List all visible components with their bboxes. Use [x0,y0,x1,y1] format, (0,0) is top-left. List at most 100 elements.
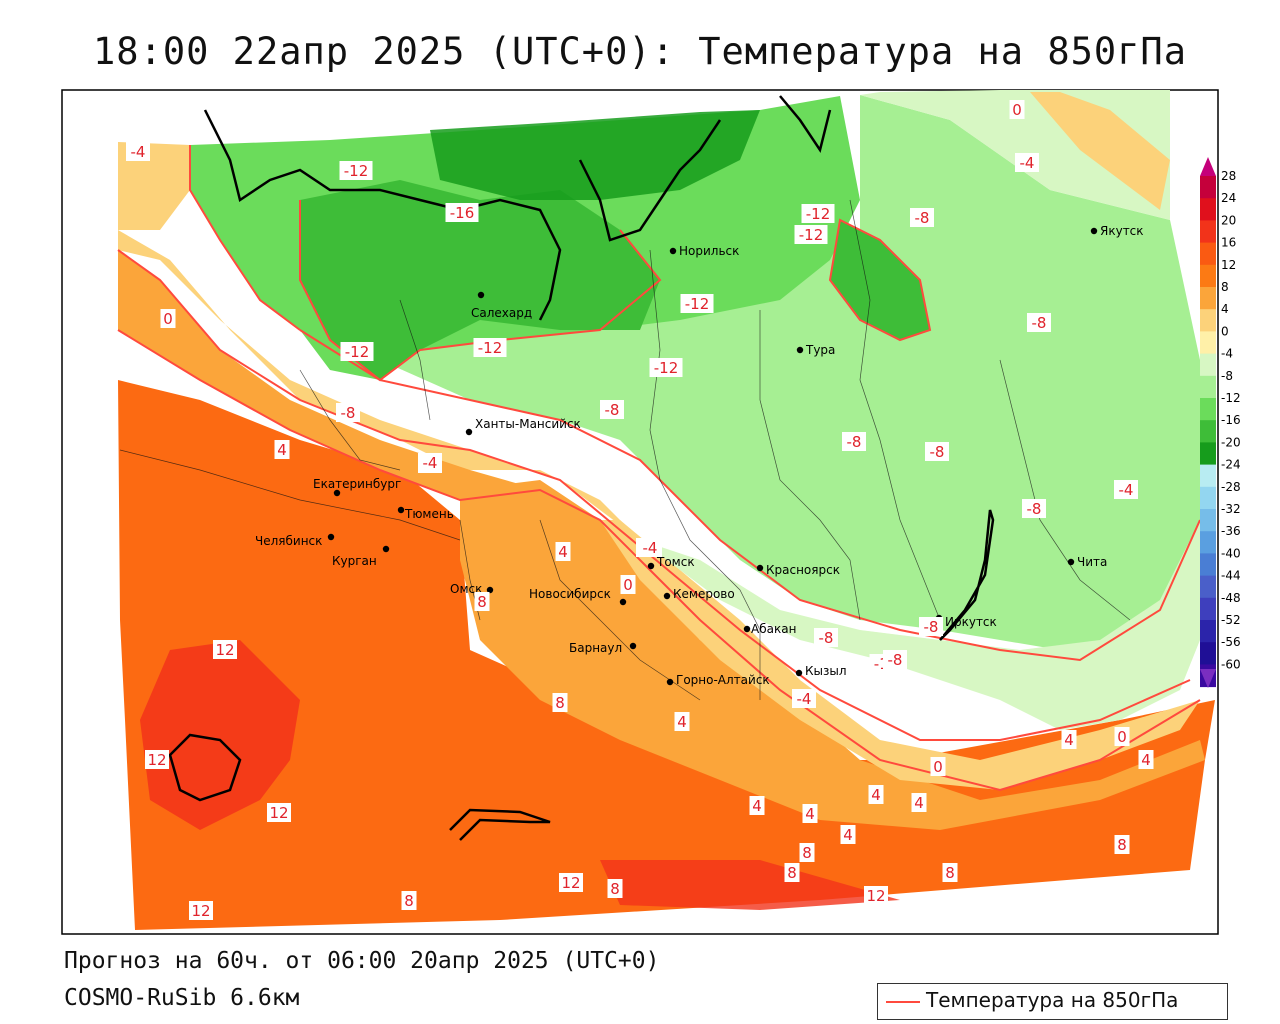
isotherm-label: -4 [1020,154,1035,172]
colorbar-label: -20 [1221,435,1241,449]
isotherm-label: 0 [163,310,173,328]
city-label: Курган [332,554,377,568]
isotherm-label-bg [930,757,946,776]
isotherm-label: 8 [404,892,414,910]
colorbar-cell [1200,176,1216,199]
isotherm-label-bg [814,628,838,647]
colorbar-label: 12 [1221,258,1236,272]
isotherm-label-bg [868,785,884,804]
colorbar-cell [1200,464,1216,488]
isotherm-label-bg [274,440,290,459]
colorbar-cell [1200,375,1216,399]
colorbar: 28 24 20 16 12 8 4 0 -4 -8 -12 -16 -20 -24 -28 -32 -36 -4… [1200,157,1241,688]
isotherm-label: -8 [924,618,939,636]
isotherm-label: 0 [623,576,633,594]
colorbar-cell [1200,198,1216,221]
city-marker [1090,227,1098,235]
city-label: Якутск [1100,224,1144,238]
isotherm-label: 8 [555,694,565,712]
colorbar-cell [1200,353,1216,377]
isotherm-label: 12 [866,887,885,905]
city-markers: Якутск Норильск Салехард Тура Ханты-Мансийск… [255,224,1144,687]
isotherm-label-bg [799,843,815,862]
coastlines [168,95,995,841]
isotherm-label-bg [1138,750,1154,769]
isotherm-label: -8 [1032,314,1047,332]
city-marker [1067,558,1075,566]
colorbar-label: -44 [1221,569,1241,583]
colorbar-label: -28 [1221,480,1241,494]
city-marker [647,562,655,570]
colorbar-label: 20 [1221,213,1236,227]
city-marker [743,625,751,633]
isotherm-labels: -4 -12 -16 -12 -8 -12 0 -12 -12 -12 -12 -8 -8 -8 -8 -8 -… [126,100,1154,920]
city-label: Омск [450,582,482,596]
isotherm-label-bg [680,294,714,313]
colorbar-label: -48 [1221,591,1241,605]
colorbar-cell [1200,620,1216,643]
isotherm-label-bg [1114,727,1130,746]
isotherm-label-bg [794,225,828,244]
isotherm-label-bg [1022,499,1046,518]
colorbar-label: 16 [1221,236,1236,250]
isotherm-label: 4 [805,805,815,823]
city-label: Абакан [751,622,796,636]
isotherm-label-bg [474,592,490,611]
colorbar-cell [1200,420,1216,443]
isotherm-label: -16 [450,204,475,222]
colorbar-cell [1200,642,1216,665]
isotherm-label: -12 [806,205,831,223]
city-marker [382,545,390,553]
forecast-info: Прогноз на 60ч. от 06:00 20апр 2025 (UTC… [64,948,660,974]
isotherm-label: 8 [1117,836,1127,854]
colorbar-label: -36 [1221,524,1241,538]
map-title: 18:00 22апр 2025 (UTC+0): Температура на… [93,30,1187,73]
isotherm-label: 8 [477,593,487,611]
isotherm-label-bg [638,538,662,557]
city-label: Томск [656,555,695,569]
isotherm-label: 4 [558,543,568,561]
isotherm-label: -4 [1119,481,1134,499]
colorbar-cell [1200,309,1216,332]
colorbar-label: 0 [1221,324,1229,338]
city-label: Барнаул [569,641,622,655]
isotherm-label-bg [864,886,888,905]
model-name: COSMO-RuSib 6.6км [64,985,300,1011]
isotherm-label-bg [1114,835,1130,854]
colorbar-label: -12 [1221,391,1241,405]
city-label: Тюмень [404,507,454,521]
isotherm-label: 12 [147,751,166,769]
isotherm-label-bg [145,750,169,769]
city-label: Чита [1077,555,1107,569]
isotherm-label: -12 [799,226,824,244]
city-marker [486,586,494,594]
isotherm-label: -12 [478,339,503,357]
isotherm-label-bg [883,650,907,669]
colorbar-cell [1200,264,1216,288]
isotherm-label-bg [473,338,507,357]
colorbar-bottom-arrow [1200,669,1216,688]
isotherm-label: 0 [1117,728,1127,746]
city-marker [465,428,473,436]
colorbar-cell [1200,287,1216,310]
city-marker [397,506,405,514]
city-marker [333,489,341,497]
colorbar-cell [1200,575,1216,599]
isotherm-label: -8 [930,443,945,461]
isotherm-label: 0 [933,758,943,776]
isotherm-label-bg [126,142,150,161]
colorbar-cell [1200,553,1216,577]
isotherm-label: -4 [423,454,438,472]
city-marker [629,642,637,650]
isotherm-label: 12 [215,641,234,659]
city-marker [795,669,803,677]
isotherm-label-bg [919,617,943,636]
isotherm-label: -8 [888,651,903,669]
isotherm-label: -12 [344,162,369,180]
isotherm-label: 4 [843,826,853,844]
isotherm-label-bg [620,575,636,594]
isotherm-label-bg [600,400,624,419]
isotherm-label-bg [267,803,291,822]
admin-boundaries [119,199,1131,701]
